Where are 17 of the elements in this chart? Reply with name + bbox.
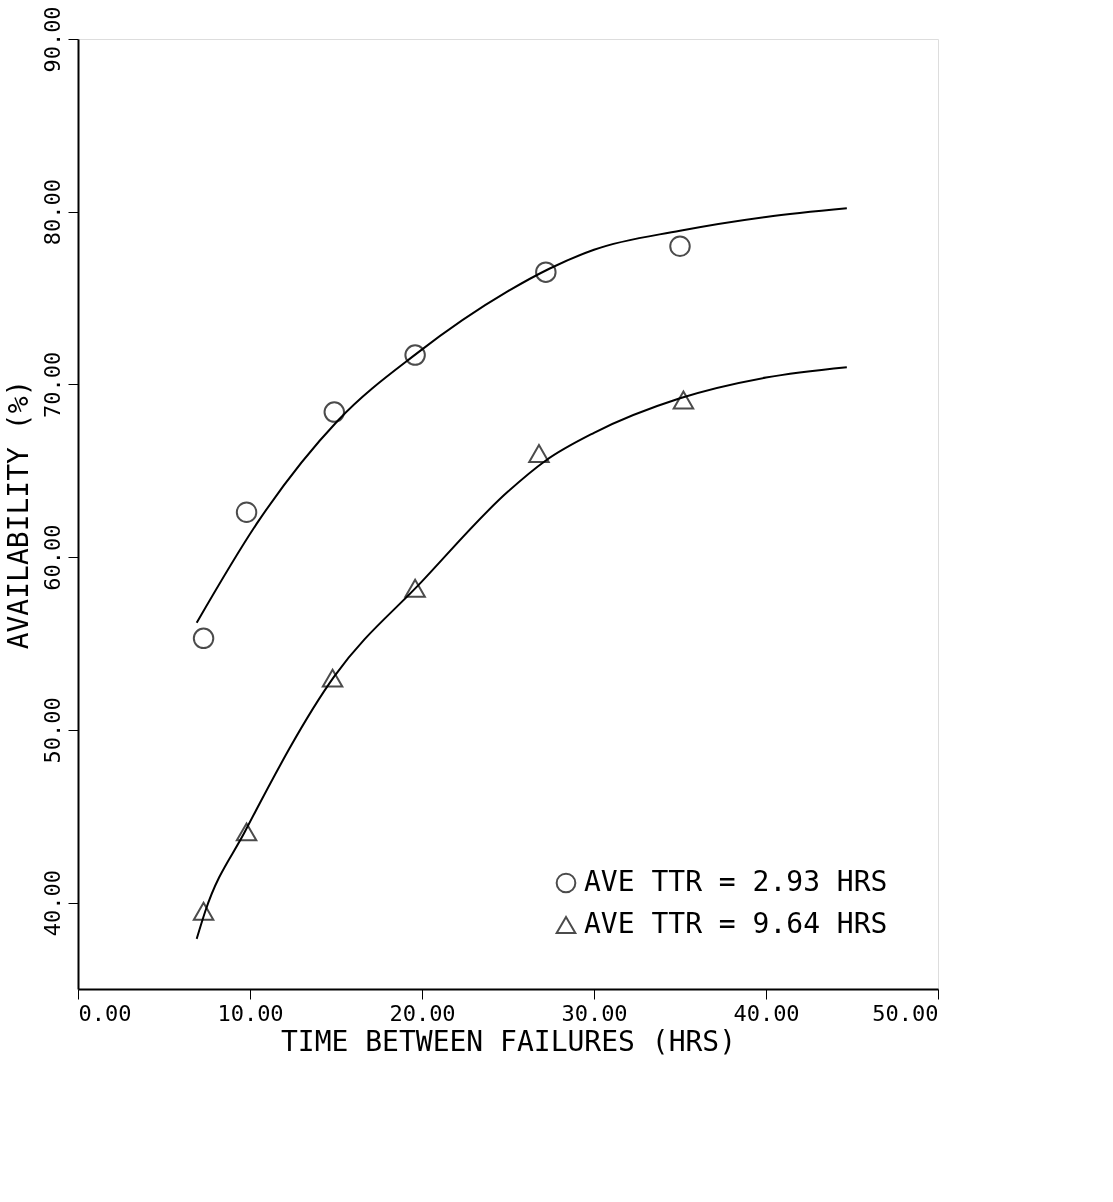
x-tick-label: 30.00	[561, 1000, 628, 1026]
y-tick-label: 90.00	[39, 6, 65, 73]
x-tick-label: 40.00	[733, 1000, 800, 1026]
legend-label: AVE TTR = 2.93 HRS	[584, 865, 888, 898]
x-tick-label: 20.00	[389, 1000, 456, 1026]
x-tick-label: 0.00	[78, 1000, 132, 1026]
x-tick-label: 50.00	[872, 1000, 939, 1026]
y-tick-label: 80.00	[39, 179, 65, 246]
x-axis-title: TIME BETWEEN FAILURES (HRS)	[280, 1024, 737, 1058]
x-tick-label: 10.00	[217, 1000, 284, 1026]
legend-label: AVE TTR = 9.64 HRS	[584, 907, 888, 940]
y-tick-label: 40.00	[39, 870, 65, 937]
y-axis-title: AVAILABILITY (%)	[1, 379, 35, 650]
y-tick-label: 50.00	[39, 697, 65, 764]
line-series	[195, 207, 848, 624]
y-tick-label: 60.00	[39, 524, 65, 591]
y-tick-label: 70.00	[39, 351, 65, 419]
